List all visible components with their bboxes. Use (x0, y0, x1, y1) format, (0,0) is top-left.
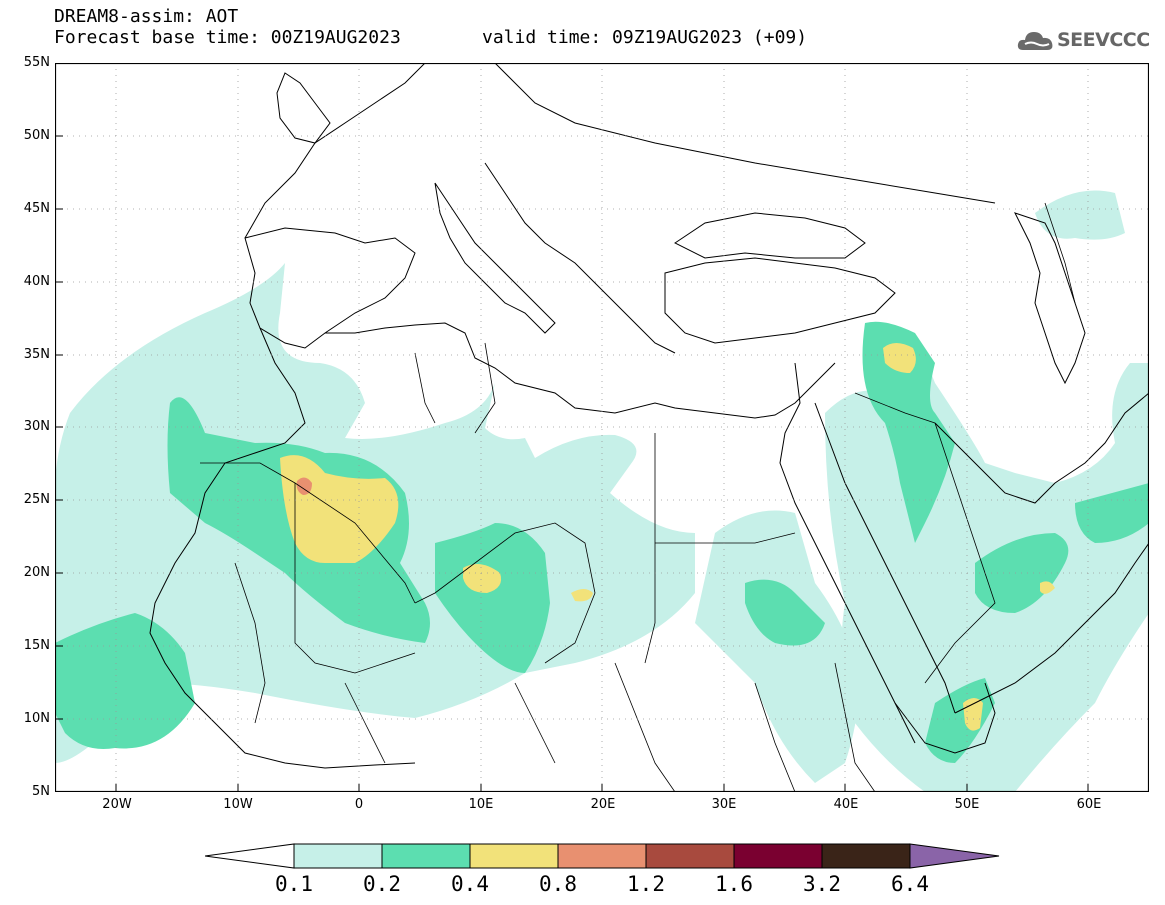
lat-label-15n: 15N (23, 638, 50, 653)
lat-label-10n: 10N (23, 711, 50, 726)
country-borders (200, 202, 1076, 792)
colorbar-bin-6 (821, 843, 911, 869)
lon-label-60e: 60E (1076, 797, 1102, 812)
colorbar-bin-1 (381, 843, 471, 869)
lat-label-35n: 35N (23, 347, 50, 362)
lat-label-55n: 55N (23, 55, 50, 70)
aot-field-0.8 (296, 477, 312, 495)
colorbar-label-1.6: 1.6 (715, 872, 753, 896)
colorbar-label-6.4: 6.4 (891, 872, 929, 896)
lon-label-20w: 20W (102, 797, 132, 812)
colorbar-label-0.8: 0.8 (539, 872, 577, 896)
map-title: DREAM8-assim: AOT (54, 6, 239, 27)
colorbar-bin-2 (469, 843, 559, 869)
lon-label-40e: 40E (833, 797, 859, 812)
colorbar-bin-3 (557, 843, 647, 869)
logo-text: SEEVCCC (1057, 29, 1150, 51)
lat-label-20n: 20N (23, 565, 50, 580)
colorbar-label-1.2: 1.2 (627, 872, 665, 896)
seevccc-logo: SEEVCCC (1017, 26, 1157, 56)
colorbar-label-0.4: 0.4 (451, 872, 489, 896)
colorbar-bin-0 (293, 843, 383, 869)
colorbar-over-triangle (909, 843, 1000, 869)
colorbar-bin-5 (733, 843, 823, 869)
lat-label-5n: 5N (32, 784, 50, 799)
valid-time: valid time: 09Z19AUG2023 (+09) (482, 27, 808, 48)
colorbar-label-0.1: 0.1 (275, 872, 313, 896)
coastlines (149, 63, 1149, 769)
lat-label-45n: 45N (23, 201, 50, 216)
lat-label-50n: 50N (23, 128, 50, 143)
colorbar-under-triangle (205, 843, 295, 869)
colorbar-bin-4 (645, 843, 735, 869)
colorbar-label-0.2: 0.2 (363, 872, 401, 896)
aot-map (55, 63, 1149, 792)
lon-label-30e: 30E (711, 797, 737, 812)
forecast-base-time: Forecast base time: 00Z19AUG2023 (54, 27, 401, 48)
graticule (55, 63, 1149, 792)
cloud-icon (1017, 32, 1053, 50)
lat-label-40n: 40N (23, 274, 50, 289)
axis-ticks (55, 135, 1089, 792)
lon-label-20e: 20E (590, 797, 616, 812)
colorbar (205, 843, 1000, 869)
lon-label-0: 0 (354, 797, 364, 812)
lon-label-50e: 50E (954, 797, 980, 812)
lon-label-10e: 10E (468, 797, 494, 812)
lon-label-10w: 10W (223, 797, 253, 812)
lat-label-30n: 30N (23, 419, 50, 434)
colorbar-label-3.2: 3.2 (803, 872, 841, 896)
lat-label-25n: 25N (23, 492, 50, 507)
